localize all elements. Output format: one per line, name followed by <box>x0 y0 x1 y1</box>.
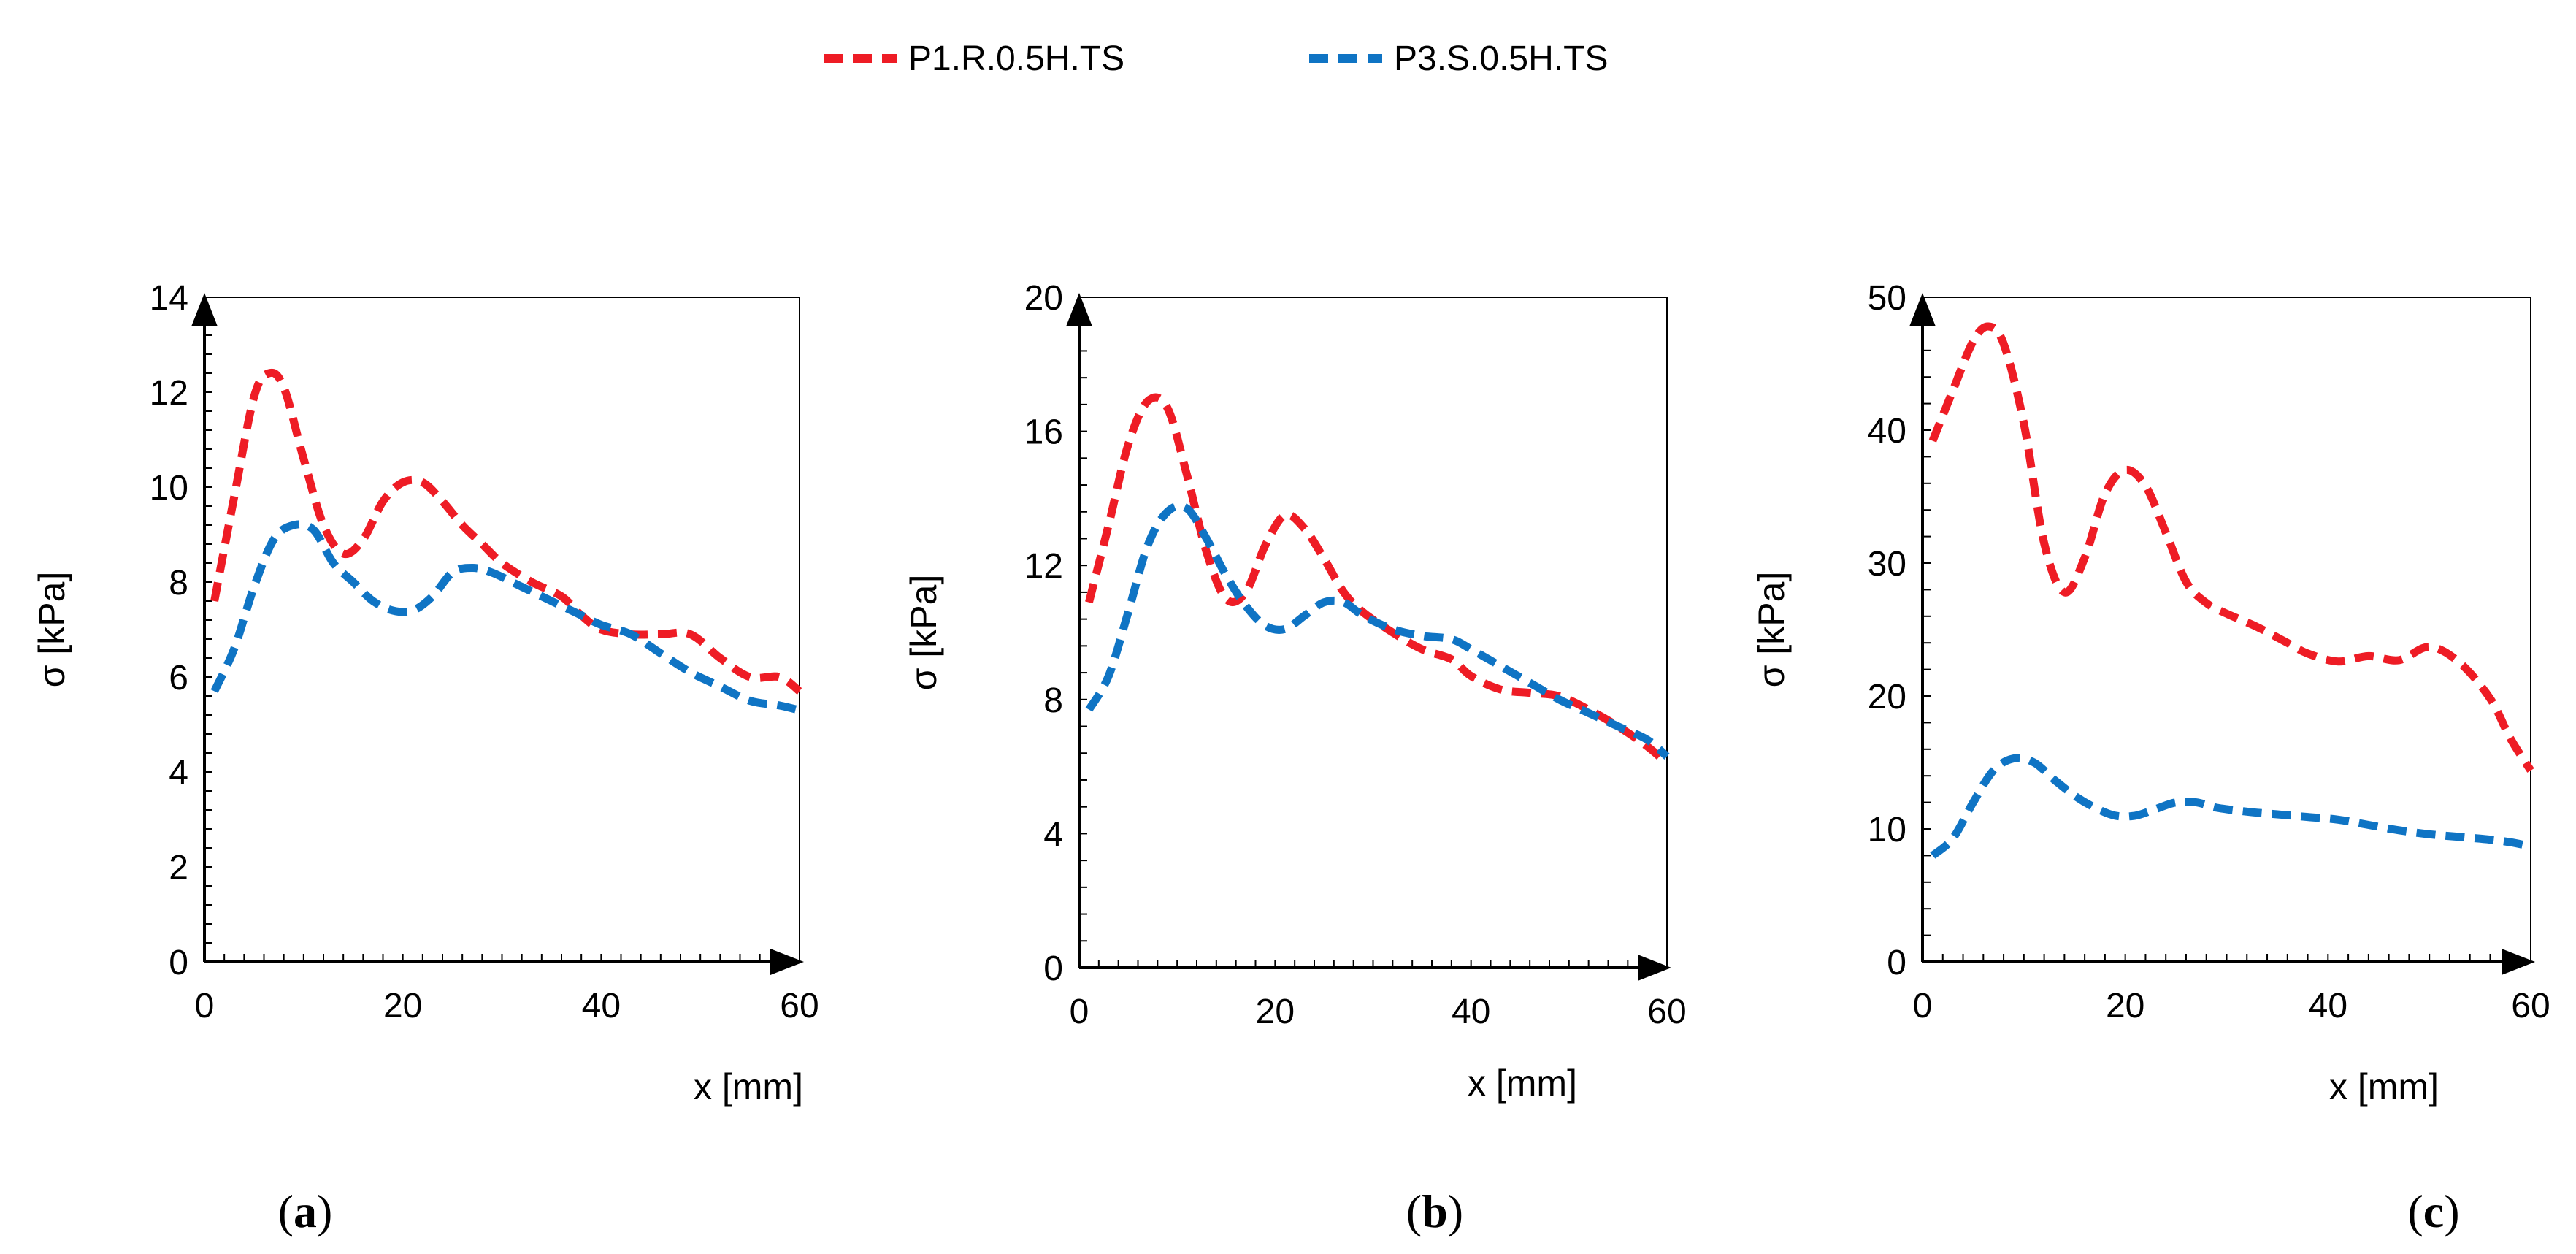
panel-b-x-axis-label: x [mm] <box>1468 1063 1577 1104</box>
panel-b-label: (b) <box>1406 1185 1463 1237</box>
panel-a-x-axis-arrowhead <box>770 949 804 975</box>
panel-c-y-tick-label: 30 <box>1868 545 1906 584</box>
panel-a-y-tick-label: 12 <box>150 374 188 413</box>
panel-b-series-1-line <box>1085 393 1670 767</box>
panel-b-series-2-line <box>1085 502 1670 760</box>
panel-c-y-tick-label: 40 <box>1868 412 1906 451</box>
panel-a-y-tick-label: 0 <box>169 944 188 982</box>
panel-a-y-tick-label: 4 <box>169 754 188 792</box>
panel-b-y-tick-label: 16 <box>1024 413 1063 452</box>
legend-label-series-2: P3.S.0.5H.TS <box>1394 39 1608 78</box>
panel-c-y-tick-label: 20 <box>1868 678 1906 716</box>
panel-c-series-2-line <box>1930 754 2532 859</box>
panel-c-label: (c) <box>2407 1185 2459 1237</box>
panel-c-x-tick-label: 20 <box>2106 987 2144 1025</box>
panel-b-y-tick-label: 12 <box>1024 547 1063 586</box>
panel-a-series-1-line <box>210 368 802 695</box>
panel-c-y-tick-label: 10 <box>1868 811 1906 849</box>
panel-c-x-tick-label: 0 <box>1913 987 1933 1025</box>
panel-c: 0 20 40 60 0 10 20 30 40 50 x [mm] σ [kPa] (c) <box>1751 279 2550 1237</box>
panel-a-x-axis-label: x [mm] <box>694 1066 803 1107</box>
panel-a-y-tick-label: 8 <box>169 564 188 603</box>
legend-label-series-1: P1.R.0.5H.TS <box>908 39 1124 78</box>
panel-b-x-axis-arrowhead <box>1638 955 1671 981</box>
panel-b: 0 20 40 60 0 4 8 12 16 20 x [mm] σ [kPa] (b) <box>903 279 1687 1237</box>
panel-c-series-1-line <box>1928 322 2534 773</box>
panel-a-x-tick-label: 60 <box>780 987 819 1025</box>
panel-b-x-tick-label: 40 <box>1452 993 1490 1031</box>
panel-a-x-tick-label: 0 <box>195 987 215 1025</box>
panel-a-x-tick-label: 20 <box>383 987 422 1025</box>
panel-a-y-axis-label: σ [kPa] <box>31 572 72 688</box>
panel-b-x-tick-label: 0 <box>1070 993 1089 1031</box>
panel-c-y-tick-label: 0 <box>1887 944 1906 982</box>
panel-a: 0 20 40 60 0 2 4 6 8 10 12 14 x [mm] σ [kPa] (a) <box>31 279 819 1237</box>
panel-a-y-tick-label: 14 <box>150 279 188 318</box>
panel-b-x-tick-label: 20 <box>1256 993 1295 1031</box>
panel-b-y-axis-label: σ [kPa] <box>903 575 944 691</box>
panel-a-y-tick-label: 2 <box>169 849 188 887</box>
panel-b-x-tick-label: 60 <box>1647 993 1686 1031</box>
panel-a-y-tick-label: 10 <box>150 469 188 508</box>
panel-c-y-axis-label: σ [kPa] <box>1751 572 1792 688</box>
panel-a-y-tick-label: 6 <box>169 659 188 697</box>
panel-c-y-axis-arrowhead <box>1909 293 1936 326</box>
legend: P1.R.0.5H.TS P3.S.0.5H.TS <box>824 39 1608 78</box>
panel-c-y-tick-label: 50 <box>1868 279 1906 318</box>
panel-b-y-axis-arrowhead <box>1066 293 1092 326</box>
panel-c-x-axis-arrowhead <box>2502 949 2535 975</box>
panel-a-label: (a) <box>278 1185 333 1237</box>
panel-b-y-tick-label: 4 <box>1043 815 1063 854</box>
panel-c-x-axis-label: x [mm] <box>2329 1066 2439 1107</box>
panel-a-x-tick-label: 40 <box>582 987 621 1025</box>
panel-c-x-tick-label: 60 <box>2511 987 2550 1025</box>
panel-b-y-tick-label: 8 <box>1043 681 1063 720</box>
panel-b-y-tick-label: 0 <box>1043 949 1063 988</box>
panel-a-y-axis-arrowhead <box>191 293 218 326</box>
panel-c-x-tick-label: 40 <box>2309 987 2347 1025</box>
panel-a-series-2-line <box>210 520 801 714</box>
panel-b-y-tick-label: 20 <box>1024 279 1063 318</box>
